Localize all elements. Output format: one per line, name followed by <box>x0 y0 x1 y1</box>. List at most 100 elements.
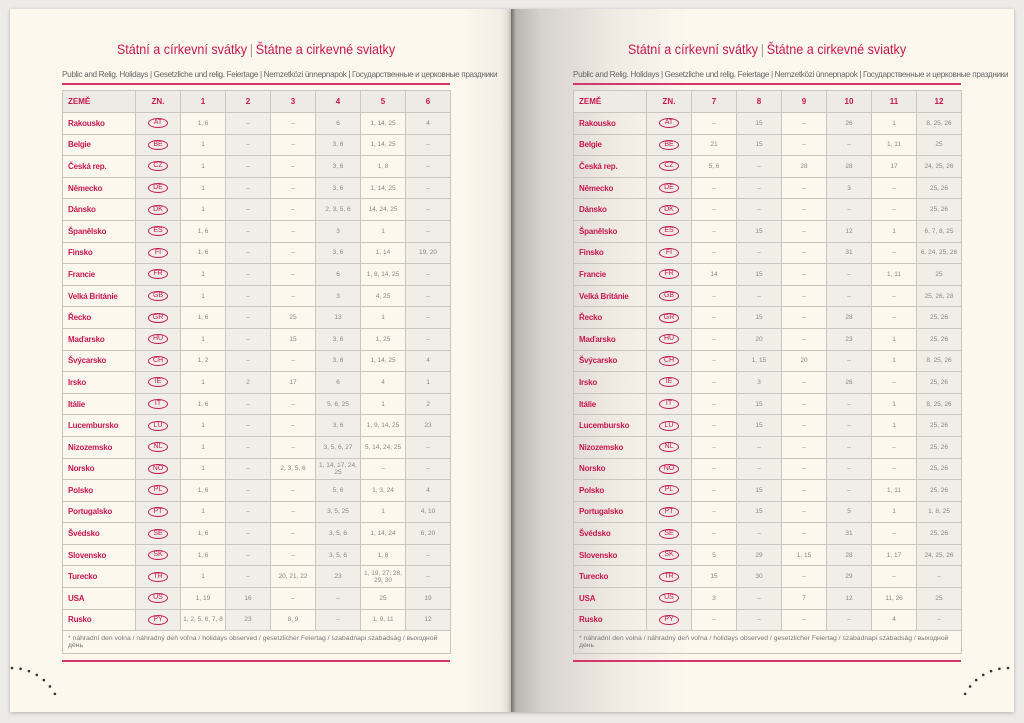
holiday-cell: 1, 14, 25 <box>360 112 406 135</box>
header-month: 6 <box>405 90 451 113</box>
holiday-cell: 4 <box>405 479 451 502</box>
holiday-cell: 29 <box>826 565 872 589</box>
header-month: 12 <box>916 90 962 113</box>
code-cell: PT <box>646 500 692 524</box>
holiday-cell: 1 <box>180 565 226 589</box>
holiday-cell: – <box>781 198 827 221</box>
holiday-cell: 3, 5, 6 <box>315 543 361 567</box>
holiday-cell: 6, 7, 8, 25 <box>916 219 962 243</box>
holiday-cell: 26 <box>826 112 872 135</box>
holiday-cell: 20 <box>781 349 827 373</box>
holiday-cell: 5 <box>826 500 872 524</box>
holiday-cell: – <box>826 414 872 437</box>
holiday-cell: – <box>826 198 872 221</box>
header-month: 7 <box>691 90 737 113</box>
footnote-row: * náhradní den volna / náhradný deň voľn… <box>62 630 451 655</box>
holiday-cell: 1, 19 <box>180 587 226 610</box>
holiday-cell: 25, 26 <box>916 176 962 200</box>
holiday-cell: 3 <box>315 284 361 308</box>
holiday-cell: 12 <box>826 587 872 610</box>
holiday-cell: 1, 2, 5, 6, 7, 8 <box>180 608 226 632</box>
holiday-cell: – <box>405 543 451 567</box>
holiday-cell: 1, 9, 11 <box>360 608 406 632</box>
table-row: Irsko IE –3–26–25, 26 <box>573 371 962 394</box>
holiday-cell: – <box>781 522 827 545</box>
country-name: Rakousko <box>62 112 136 135</box>
footnote: * náhradní den volna / náhradný deň voľn… <box>62 630 451 655</box>
holiday-cell: – <box>225 543 271 567</box>
holiday-cell: – <box>781 392 827 416</box>
holiday-cell: 1, 8 <box>360 543 406 567</box>
table-row: Itálie IT –15– –1 8, 25, 26 <box>573 392 962 416</box>
code-cell: FI <box>646 241 692 265</box>
country-name: Slovensko <box>573 543 647 567</box>
title-sk: Štátne a cirkevné sviatky <box>255 41 396 57</box>
holiday-cell: – <box>871 457 917 481</box>
holiday-cell: – <box>826 284 872 308</box>
holiday-cell: 15 <box>736 306 782 329</box>
country-name: Polsko <box>573 479 647 502</box>
code-cell: FR <box>135 263 181 286</box>
table-row: Česká rep. CZ 5, 6–28 28 17 24, 25, 26 <box>573 155 962 178</box>
holiday-cell: – <box>691 608 737 632</box>
holiday-cell: 23 <box>405 414 451 437</box>
holiday-cell: – <box>270 349 316 373</box>
holiday-cell: – <box>736 457 782 481</box>
holiday-cell: 4, 10 <box>405 500 451 524</box>
holiday-cell: 17 <box>270 371 316 394</box>
holiday-cell: – <box>691 414 737 437</box>
country-code-badge: FI <box>148 247 168 258</box>
holiday-cell: 1 <box>180 371 226 394</box>
code-cell: GB <box>646 284 692 308</box>
country-code-badge: NO <box>147 463 169 474</box>
holiday-cell: 1 <box>180 263 226 286</box>
country-code-badge: CZ <box>659 161 679 172</box>
holiday-cell: – <box>781 327 827 351</box>
holiday-cell: 25 <box>270 306 316 329</box>
holiday-cell: – <box>405 327 451 351</box>
holiday-cell: 3, 5, 25 <box>315 500 361 524</box>
table-row: Turecko TR 15 30–29– – <box>573 565 962 589</box>
table-row: Portugalsko PT –15–5 1 1, 8, 25 <box>573 500 962 524</box>
country-name: Nizozemsko <box>62 435 136 459</box>
title-sk: Štátne a cirkevné sviatky <box>766 41 907 57</box>
code-cell: FI <box>135 241 181 265</box>
holiday-cell: – <box>691 457 737 481</box>
holiday-cell: – <box>781 565 827 589</box>
country-name: Finsko <box>62 241 136 265</box>
holiday-cell: – <box>225 500 271 524</box>
holiday-cell: – <box>826 392 872 416</box>
holiday-cell: 1, 14, 25 <box>360 176 406 200</box>
holiday-cell: 1, 19, 27, 28, 29, 30 <box>360 565 406 589</box>
code-cell: AT <box>135 112 181 135</box>
country-code-badge: BE <box>148 139 168 150</box>
holiday-cell: 30 <box>736 565 782 589</box>
table-row: Maďarsko HU 1–15 3, 6 1, 25– <box>62 327 451 351</box>
country-name: Maďarsko <box>573 327 647 351</box>
holiday-cell: – <box>691 392 737 416</box>
holiday-cell: – <box>736 155 782 178</box>
holiday-cell: 25, 26 <box>916 522 962 545</box>
country-name: Itálie <box>62 392 136 416</box>
holiday-cell: – <box>781 306 827 329</box>
table-row: Švýcarsko CH 1, 2– –3, 6 1, 14, 25 4 <box>62 349 451 373</box>
country-code-badge: GR <box>658 312 680 323</box>
code-cell: ES <box>646 219 692 243</box>
dot <box>981 673 985 677</box>
holiday-cell: – <box>736 176 782 200</box>
holiday-cell: 1, 14, 25 <box>360 133 406 157</box>
country-name: Švýcarsko <box>62 349 136 373</box>
country-code-badge: GR <box>147 312 169 323</box>
holiday-cell: – <box>691 198 737 221</box>
code-cell: CH <box>135 349 181 373</box>
holiday-cell: 1, 11 <box>871 133 917 157</box>
table-row: Irsko IE 1 2 17 6 4 1 <box>62 371 451 394</box>
country-code-badge: CH <box>147 355 169 366</box>
title-cz: Státní a církevní svátky <box>627 41 759 57</box>
holiday-cell: 25, 26 <box>916 306 962 329</box>
header-month: 10 <box>826 90 872 113</box>
holiday-cell: – <box>781 241 827 265</box>
table-row: Lucembursko LU –15– –1 25, 26 <box>573 414 962 437</box>
holiday-cell: 31 <box>826 241 872 265</box>
holiday-cell: 2, 3, 5, 6 <box>315 198 361 221</box>
